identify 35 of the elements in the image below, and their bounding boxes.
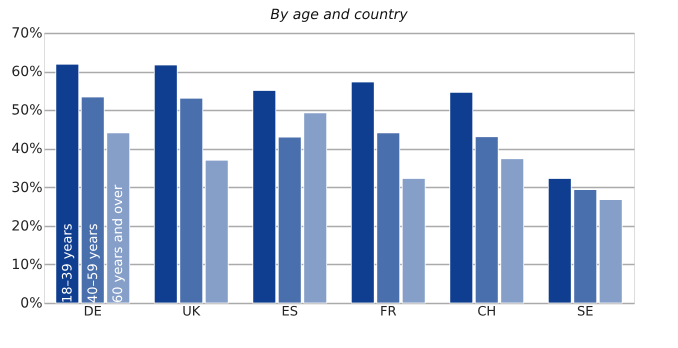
- bar: [303, 112, 328, 304]
- bar: [548, 178, 572, 304]
- x-tick-label: CH: [477, 304, 496, 320]
- bar: [154, 64, 178, 304]
- bar: [204, 160, 229, 304]
- x-tick-label: UK: [182, 304, 201, 320]
- series-label: 18–39 years: [60, 223, 76, 303]
- y-tick-label: 60%: [11, 64, 42, 80]
- bar: [573, 189, 598, 304]
- bar: [80, 96, 105, 304]
- y-tick-label: 0%: [20, 296, 42, 312]
- x-tick-label: SE: [577, 304, 594, 320]
- bar: [278, 136, 302, 304]
- series-label: 60 years and over: [111, 184, 126, 303]
- bar: [252, 90, 276, 304]
- x-tick-label: DE: [84, 304, 102, 320]
- y-tick-label: 50%: [11, 102, 42, 119]
- y-tick-label: 30%: [11, 180, 42, 196]
- bar: [449, 92, 474, 304]
- bar: [598, 199, 623, 304]
- bar: [376, 132, 400, 304]
- bar: [402, 178, 426, 304]
- bar: [474, 136, 499, 304]
- x-tick-label: ES: [282, 304, 298, 320]
- y-tick-label: 70%: [11, 26, 42, 42]
- chart-title: By age and country: [270, 7, 408, 23]
- y-tick-label: 20%: [11, 218, 42, 234]
- bar: [350, 82, 375, 304]
- bar: [500, 158, 524, 304]
- bar: [179, 98, 204, 304]
- y-tick-label: 10%: [11, 256, 42, 273]
- y-tick-label: 40%: [11, 141, 42, 158]
- x-tick-label: FR: [380, 304, 397, 320]
- series-label: 40–59 years: [86, 223, 101, 303]
- bar: [55, 64, 80, 304]
